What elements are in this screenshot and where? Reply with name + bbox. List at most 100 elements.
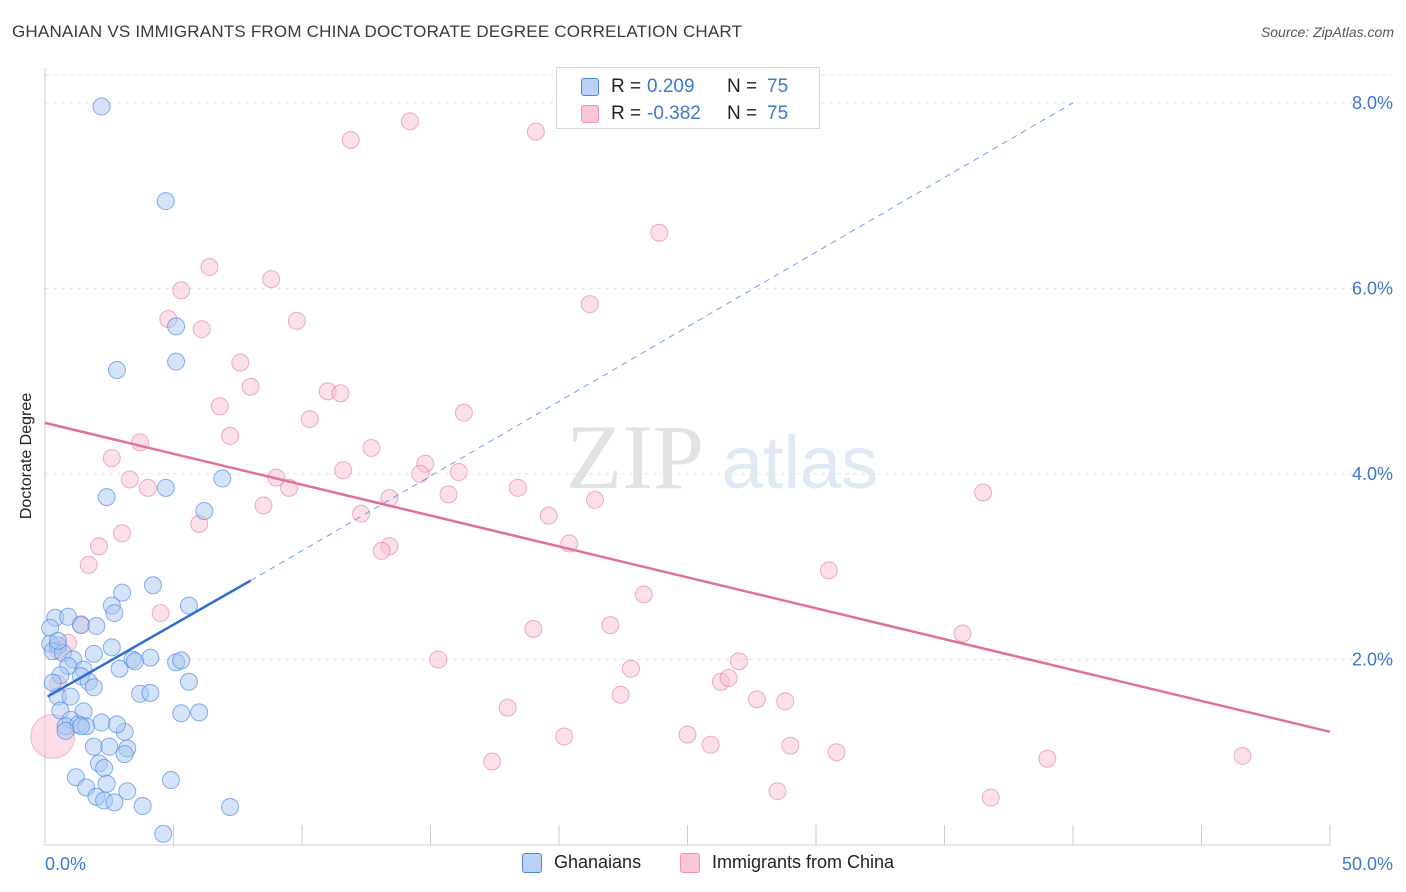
data-point-china xyxy=(526,122,545,141)
data-point-ghanaians xyxy=(95,759,114,777)
data-point-china xyxy=(254,496,273,515)
data-point-china xyxy=(372,541,391,560)
data-point-ghanaians xyxy=(84,644,103,663)
data-point-ghanaians xyxy=(141,648,160,667)
data-point-china xyxy=(89,537,108,556)
data-point-ghanaians xyxy=(71,717,90,736)
data-point-china xyxy=(719,669,738,688)
legend-swatch-pink xyxy=(581,105,599,123)
y-tick-label: 4.0% xyxy=(1352,464,1393,484)
legend-n-label: N = xyxy=(727,103,758,124)
data-point-china xyxy=(334,461,353,480)
data-point-ghanaians xyxy=(195,502,214,521)
data-point-china xyxy=(411,464,430,483)
data-point-china xyxy=(210,397,229,416)
data-point-china xyxy=(747,690,766,709)
data-point-ghanaians xyxy=(107,715,126,734)
data-point-china xyxy=(781,736,800,755)
data-point-china xyxy=(352,504,371,523)
data-point-china xyxy=(580,295,599,314)
data-point-china xyxy=(262,270,281,289)
data-point-ghanaians xyxy=(125,652,144,671)
data-point-ghanaians xyxy=(141,683,160,702)
trend-line-china xyxy=(44,421,1331,734)
data-point-china xyxy=(729,652,748,671)
data-point-ghanaians xyxy=(97,488,116,507)
data-point-china xyxy=(601,616,620,635)
legend-n-value: 75 xyxy=(767,103,789,124)
data-point-china xyxy=(200,258,219,277)
data-point-china xyxy=(192,320,211,339)
data-point-china xyxy=(113,524,132,543)
data-point-ghanaians xyxy=(161,771,180,790)
data-point-ghanaians xyxy=(71,616,90,635)
legend-r-value: 0.209 xyxy=(647,76,695,97)
data-point-ghanaians xyxy=(107,361,126,380)
data-point-china xyxy=(483,752,502,771)
source-label: Source: ZipAtlas.com xyxy=(1260,24,1394,40)
data-point-china xyxy=(79,555,98,574)
legend-item-ghanaians[interactable]: Ghanaians xyxy=(522,852,641,873)
y-tick-label: 2.0% xyxy=(1352,649,1393,669)
data-point-china xyxy=(439,485,458,504)
data-point-china xyxy=(981,788,1000,807)
legend-n-label: N = xyxy=(727,76,758,97)
data-point-china xyxy=(1233,746,1252,765)
trend-line-ghanaians xyxy=(46,579,252,698)
data-point-ghanaians xyxy=(133,797,152,816)
data-point-china xyxy=(454,403,473,422)
data-point-china xyxy=(221,426,240,445)
data-point-ghanaians xyxy=(113,583,132,602)
legend-row-china: R = -0.382 N = 75 xyxy=(581,102,788,126)
data-point-ghanaians xyxy=(48,631,67,650)
data-point-china xyxy=(331,384,350,403)
legend-n-value: 75 xyxy=(767,76,789,97)
data-point-ghanaians xyxy=(110,659,129,678)
data-point-ghanaians xyxy=(156,192,175,211)
data-point-china xyxy=(555,727,574,746)
watermark-atlas: atlas xyxy=(722,421,878,504)
data-point-china xyxy=(172,281,191,300)
data-point-ghanaians xyxy=(172,651,191,670)
legend-swatch-blue xyxy=(522,852,542,873)
data-point-ghanaians xyxy=(59,607,78,626)
series-legend: Ghanaians Immigrants from China xyxy=(0,852,1406,878)
data-point-ghanaians xyxy=(213,469,232,488)
data-point-china xyxy=(678,725,697,744)
data-point-china xyxy=(1038,749,1057,768)
data-point-china xyxy=(701,735,720,754)
data-point-china xyxy=(768,782,787,801)
data-point-ghanaians xyxy=(115,745,134,764)
data-point-china xyxy=(953,624,972,643)
data-point-china xyxy=(449,463,468,482)
data-point-ghanaians xyxy=(105,793,124,812)
data-point-china xyxy=(241,377,260,396)
data-point-ghanaians xyxy=(118,782,137,801)
data-point-ghanaians xyxy=(102,638,121,657)
data-point-ghanaians xyxy=(84,678,103,697)
data-point-ghanaians xyxy=(172,704,191,723)
data-point-ghanaians xyxy=(221,797,240,816)
data-point-china xyxy=(138,478,157,497)
data-point-china xyxy=(300,410,319,429)
data-point-china xyxy=(621,659,640,678)
data-point-ghanaians xyxy=(179,596,198,615)
data-point-ghanaians xyxy=(167,352,186,371)
legend-r-value: -0.382 xyxy=(647,103,701,124)
data-point-china xyxy=(585,490,604,509)
data-point-ghanaians xyxy=(61,687,80,706)
data-point-china xyxy=(287,311,306,330)
legend-item-china[interactable]: Immigrants from China xyxy=(680,852,894,873)
data-point-ghanaians xyxy=(92,713,111,732)
data-point-ghanaians xyxy=(190,703,209,722)
data-point-china xyxy=(151,604,170,623)
data-point-ghanaians xyxy=(179,672,198,691)
y-tick-label: 6.0% xyxy=(1352,278,1393,298)
data-point-china xyxy=(429,650,448,669)
data-point-china xyxy=(102,449,121,468)
data-point-china xyxy=(776,692,795,711)
data-point-ghanaians xyxy=(56,721,75,740)
data-point-ghanaians xyxy=(154,824,173,843)
trend-line-ghanaians-extension xyxy=(250,102,1074,582)
